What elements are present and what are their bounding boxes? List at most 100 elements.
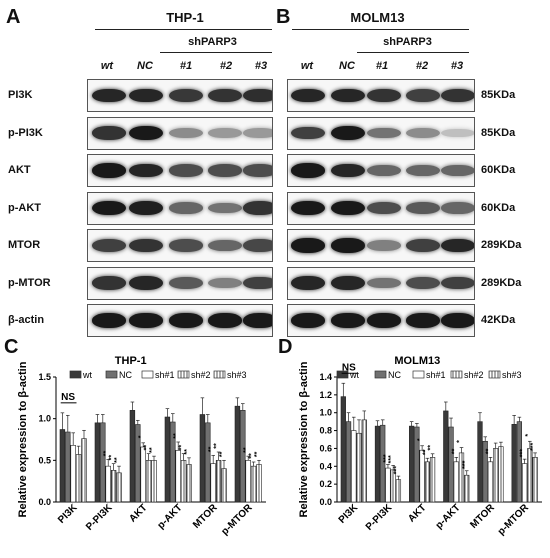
y-tick-label: 0.2: [319, 479, 332, 489]
thp1-blot-band: [208, 202, 242, 214]
bar: [175, 450, 181, 503]
thp1-blot-band: [169, 164, 203, 177]
molm13-lane-wt: wt: [300, 60, 314, 72]
significance-mark: **: [219, 451, 226, 457]
molm13-blot-band: [406, 276, 440, 290]
molm13-blot-band: [331, 313, 365, 328]
ns-label: NS: [342, 362, 356, 373]
bar: [94, 422, 101, 503]
y-tick-label: 0.6: [319, 443, 332, 453]
molm13-blot-band: [291, 313, 325, 328]
legend-label: wt: [82, 370, 92, 380]
molm13-blot-band: [331, 125, 365, 141]
bar: [453, 461, 459, 503]
y-tick-label: 1.0: [319, 408, 332, 418]
x-category-label: MTOR: [191, 502, 220, 531]
bar: [75, 454, 82, 503]
x-category-label: p-AKT: [434, 502, 463, 531]
thp1-blot-band: [243, 201, 272, 215]
chart-molm13: MOLM13 Relative expression to β-actin 0.0 0…: [298, 355, 542, 538]
significance-mark: ***: [462, 460, 469, 468]
molm13-blot-band: [406, 89, 440, 102]
bar: [250, 465, 257, 503]
blot-row-label: MTOR: [8, 239, 41, 251]
bar: [458, 452, 465, 503]
bar: [140, 446, 146, 503]
bar: [390, 469, 396, 503]
bar: [429, 457, 436, 503]
thp1-lane-2: #2: [219, 60, 233, 72]
bar: [145, 460, 152, 503]
molm13-shparp3-rule: [357, 52, 469, 53]
thp1-blot-band: [129, 125, 163, 141]
thp1-blot-band: [129, 201, 163, 215]
molm13-blot-band: [331, 238, 365, 253]
significance-mark: **: [179, 445, 186, 451]
y-tick-label: 1.0: [38, 414, 51, 424]
molm13-blot-band: [441, 88, 474, 103]
significance-mark: **: [109, 455, 116, 461]
molm13-blot-band: [331, 276, 365, 290]
molm13-blot-band: [291, 200, 325, 216]
thp1-blot-band: [208, 128, 242, 138]
significance-mark: *: [417, 438, 424, 441]
y-tick-label: 0.4: [319, 461, 332, 471]
thp1-blot-band: [208, 88, 242, 103]
thp1-blot-band: [169, 277, 203, 289]
molm13-blot-band: [291, 163, 325, 178]
thp1-blot-band: [243, 239, 272, 252]
molm13-blot-band: [367, 164, 401, 177]
bar: [186, 464, 192, 503]
thp1-lane-3: #3: [254, 60, 268, 72]
x-category-label: P-PI3K: [84, 502, 115, 533]
bar: [340, 396, 346, 503]
molm13-blot-band: [406, 164, 440, 177]
thp1-blot-band: [92, 126, 126, 140]
x-category-label: P-PI3K: [364, 502, 395, 533]
significance-mark: **: [184, 449, 191, 455]
bar: [105, 465, 111, 503]
bar: [356, 432, 362, 503]
bar: [409, 425, 415, 503]
bar: [129, 410, 136, 503]
bar: [493, 448, 499, 503]
thp1-blot-band: [92, 163, 126, 178]
significance-mark: **: [485, 448, 492, 454]
thp1-blot-strip: [87, 154, 273, 187]
legend-label: sh#3: [502, 370, 522, 380]
molm13-blot-band: [331, 200, 365, 216]
panel-letter-b: B: [276, 6, 291, 28]
blot-row-kda: 85KDa: [481, 89, 516, 101]
thp1-blot-strip: [87, 116, 273, 150]
legend-swatch: [374, 370, 387, 379]
molm13-lane-nc: NC: [339, 60, 355, 72]
y-tick-label: 1.2: [319, 390, 332, 400]
significance-mark: *: [457, 440, 464, 443]
thp1-blot-band: [129, 88, 163, 103]
molm13-blot-strip: [287, 304, 475, 337]
molm13-blot-band: [441, 128, 474, 138]
molm13-blot-band: [367, 127, 401, 139]
significance-mark: *: [525, 434, 532, 437]
significance-mark: **: [114, 457, 121, 463]
x-category-label: p-MTOR: [496, 502, 532, 538]
legend-swatch: [213, 370, 226, 379]
thp1-blot-band: [243, 276, 272, 290]
bar: [256, 464, 262, 503]
y-tick-label: 0.8: [319, 426, 332, 436]
chart-title: MOLM13: [394, 355, 440, 367]
bar: [199, 414, 206, 503]
bar: [245, 460, 251, 503]
blot-row-label: PI3K: [8, 89, 33, 101]
molm13-blot-band: [441, 238, 474, 253]
legend-label: NC: [388, 370, 401, 380]
blot-row-kda: 60KDa: [481, 201, 516, 214]
significance-mark: ***: [530, 443, 537, 451]
thp1-shparp3-label: shPARP3: [188, 36, 237, 48]
significance-mark: ***: [383, 454, 390, 462]
molm13-blot-band: [406, 127, 440, 139]
bar: [448, 426, 454, 503]
molm13-lane-1: #1: [375, 60, 389, 72]
bar: [151, 460, 157, 503]
molm13-blot-band: [331, 163, 365, 178]
